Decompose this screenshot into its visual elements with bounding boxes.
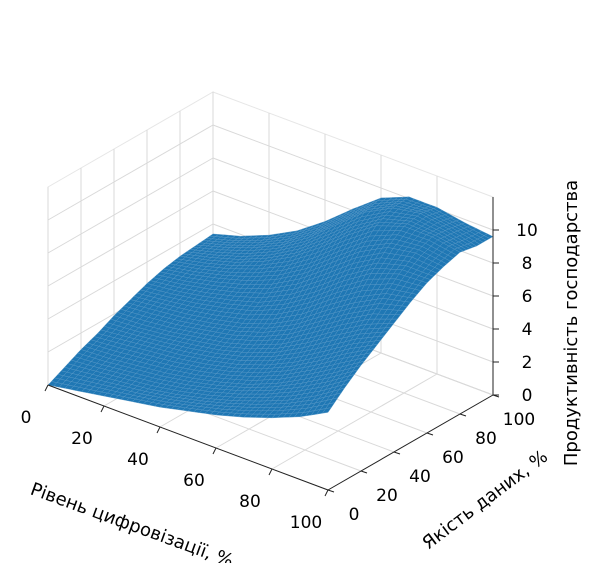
x-tick-label: 20 — [71, 429, 93, 449]
surface — [47, 196, 494, 419]
x-tick-label: 80 — [239, 492, 261, 512]
y-tick-label: 40 — [409, 467, 431, 487]
y-tick-label: 80 — [475, 429, 497, 449]
z-tick-label: 8 — [522, 254, 533, 274]
x-tick-label: 60 — [183, 471, 205, 491]
y-tick-label: 0 — [349, 505, 360, 525]
y-tick-mark — [360, 470, 368, 474]
x-tick-mark — [100, 405, 105, 413]
x-tick-mark — [324, 489, 329, 497]
x-tick-label: 100 — [290, 513, 322, 533]
tick-labels: 0 20 40 60 80 100 0 20 40 60 80 100 0 2 4 6 8 10 — [21, 221, 538, 533]
left-grid-z — [47, 190, 214, 287]
y-tick-mark — [327, 489, 335, 493]
y-tick-mark — [459, 413, 467, 417]
y-axis-label: Якість даних, % — [418, 446, 551, 554]
x-axis-label: Рівень цифровізації, % — [28, 479, 237, 563]
x-tick-mark — [268, 468, 273, 476]
x-axis-line — [47, 384, 329, 491]
x-tick-mark — [156, 426, 161, 434]
z-tick-label: 0 — [522, 386, 533, 406]
z-tick-label: 4 — [522, 320, 533, 340]
left-grid-z — [47, 124, 214, 221]
z-axis-label: Продуктивність господарства — [561, 180, 582, 466]
x-tick-mark — [44, 384, 49, 392]
y-tick-mark — [393, 451, 401, 455]
x-tick-label: 0 — [21, 408, 32, 428]
z-tick-label: 10 — [516, 221, 538, 241]
z-tick-label: 6 — [522, 287, 533, 307]
z-tick-label: 2 — [522, 353, 533, 373]
axis-lines — [44, 197, 500, 497]
floor-grid-x — [271, 373, 438, 470]
x-tick-label: 40 — [127, 450, 149, 470]
left-grid-z — [47, 157, 214, 254]
y-axis-line — [327, 394, 494, 491]
x-tick-mark — [212, 447, 217, 455]
y-tick-label: 100 — [503, 410, 535, 430]
y-tick-label: 20 — [376, 486, 398, 506]
y-tick-label: 60 — [442, 448, 464, 468]
surface-patch — [322, 407, 332, 414]
left-grid-z — [47, 223, 214, 320]
y-tick-mark — [426, 432, 434, 436]
